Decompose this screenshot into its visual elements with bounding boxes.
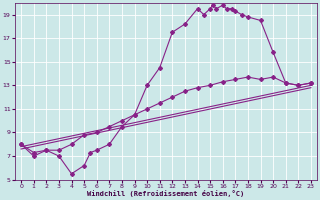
X-axis label: Windchill (Refroidissement éolien,°C): Windchill (Refroidissement éolien,°C)	[87, 190, 245, 197]
